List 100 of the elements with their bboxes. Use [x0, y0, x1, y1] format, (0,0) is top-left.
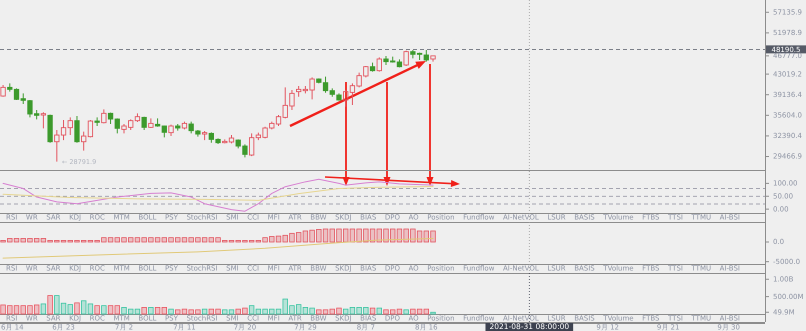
bar [256, 308, 262, 314]
bar [282, 234, 288, 242]
bar [101, 305, 107, 314]
bar [162, 237, 168, 242]
bar [108, 237, 114, 242]
bar [222, 309, 228, 314]
bar [101, 237, 107, 242]
bar [40, 238, 46, 242]
bar [7, 238, 12, 242]
bar [236, 308, 241, 314]
bar [309, 230, 315, 242]
bar [121, 307, 127, 314]
bar [322, 309, 328, 314]
bar [269, 236, 274, 242]
bar [195, 237, 201, 242]
bar [7, 305, 12, 314]
bar [302, 307, 308, 314]
bar [114, 305, 120, 314]
bar [80, 300, 86, 314]
bar [208, 237, 214, 242]
bar [316, 229, 322, 242]
bar [356, 307, 362, 314]
bar [34, 238, 40, 242]
bar [134, 308, 140, 314]
bar [68, 304, 73, 314]
bar [195, 309, 201, 314]
line-series [2, 178, 434, 212]
bar [403, 309, 409, 314]
bar [370, 308, 376, 314]
bar [141, 237, 147, 242]
bar [424, 308, 430, 314]
bar [228, 309, 234, 314]
bar [336, 228, 342, 242]
bar [262, 237, 268, 242]
bar [296, 304, 302, 314]
bar [424, 230, 430, 242]
bar [302, 230, 308, 242]
bar [148, 307, 154, 314]
bar [34, 304, 40, 314]
bar [94, 305, 100, 314]
bar [269, 308, 274, 314]
bar [208, 308, 214, 314]
bar [128, 237, 134, 242]
bar [141, 307, 147, 314]
bar [0, 304, 6, 314]
bar [242, 308, 248, 314]
bar [168, 237, 174, 242]
bar [148, 237, 154, 242]
bar [40, 304, 46, 314]
bar [363, 228, 369, 242]
bar [342, 308, 348, 314]
bar [175, 237, 180, 242]
bar [430, 230, 436, 242]
bar [410, 228, 416, 242]
bar [154, 237, 160, 242]
bar [410, 308, 416, 314]
line-series [2, 238, 434, 259]
candlestick [40, 112, 46, 129]
bar [350, 228, 356, 242]
bar [215, 237, 221, 242]
bar [215, 308, 221, 314]
bar [134, 237, 140, 242]
bar [188, 309, 194, 314]
bar [47, 295, 53, 314]
bar [128, 308, 134, 314]
bar [416, 230, 422, 242]
bar [74, 302, 80, 314]
bar [383, 309, 389, 314]
bar [108, 305, 114, 314]
bar [356, 228, 362, 242]
line-series [2, 186, 434, 201]
bar [396, 308, 402, 314]
bar [336, 308, 342, 314]
bar [14, 305, 20, 314]
bar [14, 238, 20, 242]
bar [27, 305, 33, 314]
bar [363, 307, 369, 314]
bar [88, 304, 94, 314]
bar [154, 307, 160, 314]
bar [114, 237, 120, 242]
bar [390, 309, 396, 314]
bar [276, 236, 282, 242]
bar [289, 232, 295, 242]
bar [390, 228, 396, 242]
bar [188, 237, 194, 242]
bar [342, 228, 348, 242]
bar [202, 308, 208, 314]
bar [396, 228, 402, 242]
bar [330, 308, 335, 314]
bar [416, 308, 422, 314]
bar [182, 308, 188, 314]
bar [309, 308, 315, 314]
bar [168, 308, 174, 314]
bar [20, 238, 26, 242]
bar [121, 237, 127, 242]
bar [248, 305, 254, 314]
bar [54, 295, 60, 314]
bar [316, 309, 322, 314]
bar [289, 305, 295, 314]
bar [370, 228, 376, 242]
